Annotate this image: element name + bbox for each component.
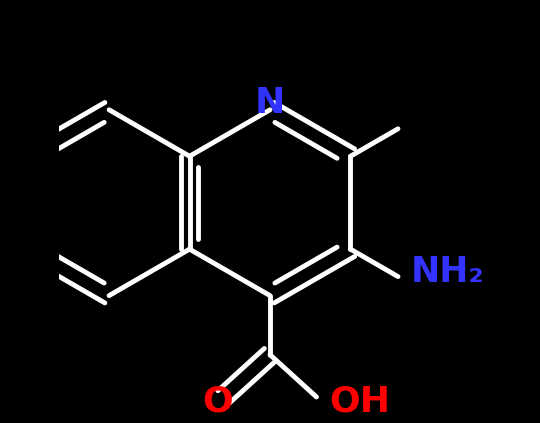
Text: OH: OH xyxy=(329,384,390,418)
Text: NH₂: NH₂ xyxy=(410,255,484,289)
Text: N: N xyxy=(255,86,285,121)
Text: O: O xyxy=(202,384,233,418)
